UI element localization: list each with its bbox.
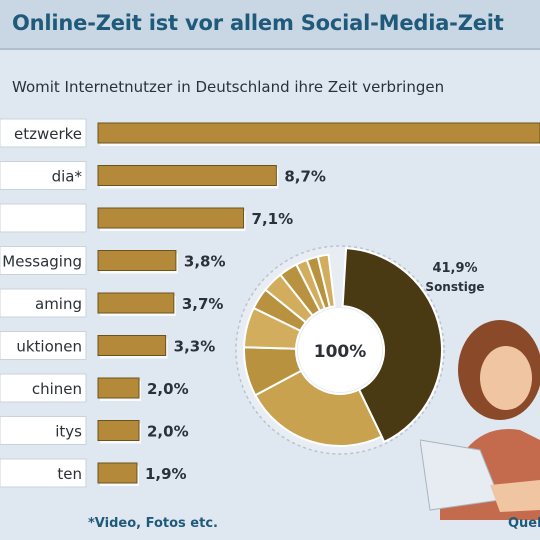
- bar-value-label: 3,7%: [182, 295, 224, 313]
- donut-slice-value-label: 41,9%: [432, 261, 477, 276]
- donut-hole: [298, 308, 382, 392]
- donut-center-label: 100%: [314, 342, 367, 362]
- bar-value-label: 3,3%: [174, 338, 216, 356]
- bar-value-label: 1,9%: [145, 465, 187, 483]
- category-label: dia*: [52, 168, 83, 186]
- bar-value-label: 3,8%: [184, 253, 226, 271]
- category-label-box: [0, 161, 87, 190]
- bar: [97, 165, 277, 186]
- category-label-box: [0, 416, 87, 445]
- bar: [97, 292, 175, 314]
- category-label: chinen: [32, 380, 82, 398]
- donut-slice-sonstige: [341, 247, 443, 444]
- bar: [97, 335, 167, 356]
- page-title: Online-Zeit ist vor allem Social-Media-Z…: [12, 11, 504, 35]
- category-label: itys: [55, 423, 82, 441]
- category-label: aming: [35, 295, 82, 313]
- title-bar: Online-Zeit ist vor allem Social-Media-Z…: [0, 0, 540, 50]
- category-label: uktionen: [16, 338, 82, 356]
- bar-value-label: 8,7%: [284, 168, 326, 186]
- donut-slice: [316, 253, 336, 309]
- bar: [97, 250, 177, 271]
- category-label-box: [0, 458, 87, 488]
- category-label: etzwerke: [14, 125, 82, 143]
- girl-with-laptop-photo: [420, 320, 540, 520]
- bar: [97, 462, 138, 484]
- category-label-box: [0, 331, 87, 360]
- bar-and-donut-chart: etzwerke dia* 8,7% 7,1% Messaging 3,8% aming 3,…: [0, 118, 540, 488]
- footnote: *Video, Fotos etc.: [88, 516, 218, 531]
- category-label-box: [0, 373, 87, 403]
- bar-value-label: 2,0%: [147, 423, 189, 441]
- donut-slice: [253, 369, 384, 447]
- category-label-box: [0, 203, 87, 233]
- category-label-box: [0, 246, 87, 275]
- bar: [97, 122, 540, 144]
- donut-slice-name-label: Sonstige: [425, 280, 484, 294]
- bar: [97, 207, 245, 229]
- bar: [97, 420, 140, 441]
- bar-value-label: 7,1%: [252, 210, 294, 228]
- category-label: ten: [57, 465, 82, 483]
- category-label: Messaging: [2, 253, 82, 271]
- source-label: Quel: [508, 516, 540, 531]
- bar-value-label: 2,0%: [147, 380, 189, 398]
- chart-subtitle: Womit Internetnutzer in Deutschland ihre…: [12, 78, 445, 96]
- category-label-box: [0, 118, 87, 148]
- category-label-box: [0, 288, 87, 318]
- bar: [97, 377, 140, 399]
